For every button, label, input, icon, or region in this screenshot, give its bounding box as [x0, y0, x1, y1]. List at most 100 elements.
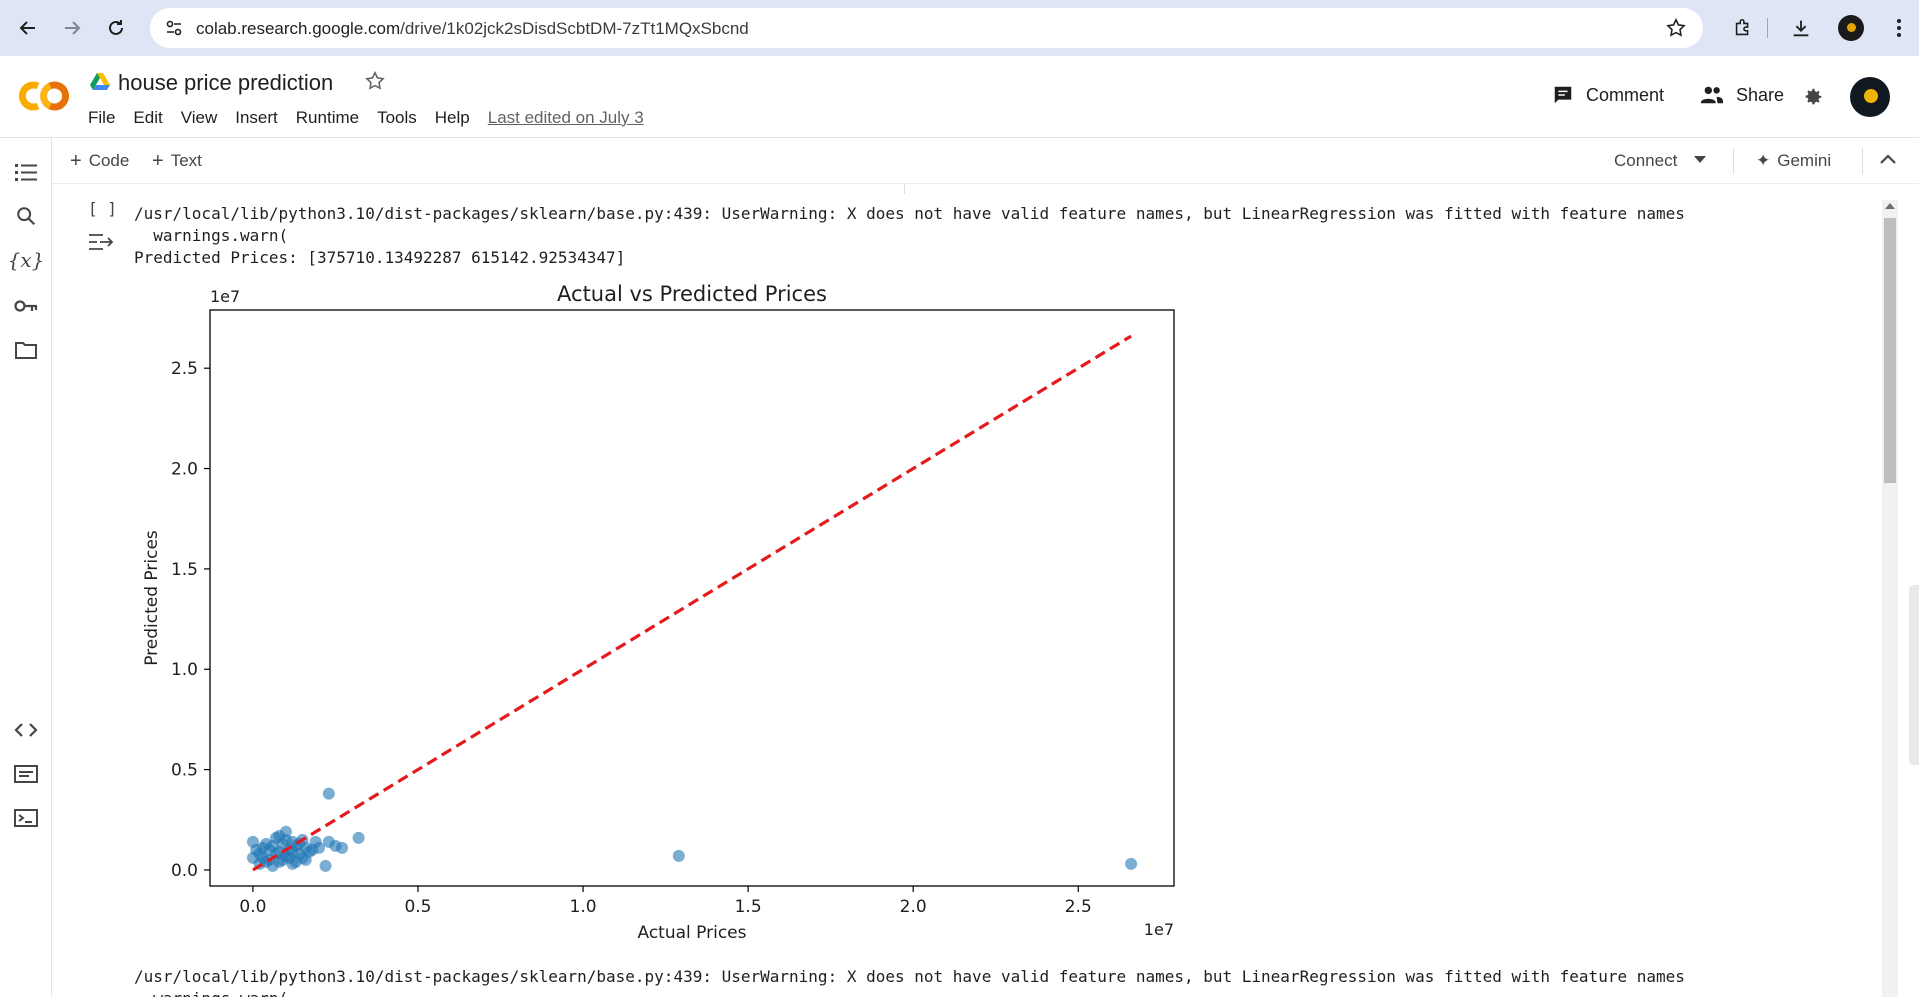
- extensions-button[interactable]: [1729, 14, 1757, 42]
- data-point: [319, 859, 332, 872]
- run-cell-indicator[interactable]: [ ]: [88, 199, 117, 218]
- menu-insert[interactable]: Insert: [235, 108, 278, 127]
- people-icon: [1700, 86, 1724, 104]
- reload-icon: [109, 20, 123, 35]
- bookmark-star-icon[interactable]: [1665, 17, 1687, 39]
- toc-button[interactable]: [12, 158, 40, 186]
- add-text-button[interactable]: + Text: [152, 151, 202, 171]
- connect-label: Connect: [1614, 151, 1678, 170]
- browser-toolbar: colab.research.google.com/drive/1k02jck2…: [0, 0, 1919, 56]
- plot-frame: [209, 309, 1175, 887]
- gemini-label: Gemini: [1777, 151, 1832, 170]
- terminal-button[interactable]: [12, 804, 40, 832]
- browser-profile-avatar[interactable]: [1838, 15, 1864, 41]
- side-panel-handle[interactable]: [1909, 585, 1919, 765]
- settings-gear-icon[interactable]: [1802, 86, 1824, 108]
- download-icon: [1793, 20, 1809, 37]
- secrets-button[interactable]: [12, 292, 40, 320]
- data-point: [1125, 857, 1138, 870]
- menu-help[interactable]: Help: [434, 108, 470, 127]
- comment-button[interactable]: Comment: [1552, 84, 1664, 106]
- colab-header: house price prediction File Edit View In…: [0, 56, 1919, 138]
- command-palette-icon: [14, 765, 38, 783]
- back-button[interactable]: [12, 12, 44, 44]
- url-host: colab.research.google.com: [196, 19, 401, 38]
- chart-title: Actual vs Predicted Prices: [557, 282, 827, 306]
- menu-tools[interactable]: Tools: [377, 108, 417, 127]
- menu-runtime[interactable]: Runtime: [295, 108, 360, 127]
- search-button[interactable]: [12, 202, 40, 230]
- menu-edit[interactable]: Edit: [133, 108, 163, 127]
- search-icon: [17, 207, 36, 226]
- key-icon: [14, 300, 38, 312]
- command-palette-button[interactable]: [12, 760, 40, 788]
- comment-label: Comment: [1586, 84, 1665, 105]
- downloads-button[interactable]: [1787, 14, 1815, 42]
- notebook-title[interactable]: house price prediction: [118, 70, 334, 95]
- data-point: [672, 849, 685, 862]
- comment-icon: [1554, 86, 1572, 104]
- gemini-button[interactable]: ✦ Gemini: [1756, 151, 1831, 171]
- share-button[interactable]: Share: [1700, 84, 1784, 106]
- google-drive-icon[interactable]: [90, 72, 110, 90]
- browser-menu-button[interactable]: [1885, 14, 1913, 42]
- scroll-up-arrow-icon[interactable]: [1885, 203, 1895, 209]
- x-tick-label: 1.0: [570, 897, 597, 917]
- menu-view[interactable]: View: [180, 108, 218, 127]
- variables-icon: {𝑥}: [7, 248, 45, 272]
- arrow-left-icon: [19, 21, 35, 35]
- y-tick-label: 1.0: [171, 660, 198, 680]
- plus-icon: +: [152, 150, 164, 172]
- files-button[interactable]: [12, 336, 40, 364]
- data-point: [260, 837, 273, 850]
- site-info-icon[interactable]: [164, 18, 184, 38]
- plus-icon: +: [70, 150, 82, 172]
- terminal-icon: [14, 809, 38, 827]
- reload-button[interactable]: [100, 12, 132, 44]
- collapse-header-button[interactable]: [1880, 154, 1896, 164]
- add-code-button[interactable]: + Code: [70, 151, 129, 171]
- url-text: colab.research.google.com/drive/1k02jck2…: [196, 19, 749, 39]
- menu-bar: File Edit View Insert Runtime Tools Help…: [88, 108, 662, 128]
- x-tick-label: 1.5: [735, 897, 762, 917]
- address-bar[interactable]: colab.research.google.com/drive/1k02jck2…: [150, 8, 1703, 48]
- y-tick-label: 2.5: [171, 359, 198, 379]
- connect-dropdown[interactable]: [1694, 156, 1706, 164]
- connect-button[interactable]: Connect: [1614, 151, 1677, 171]
- last-edited-link[interactable]: Last edited on July 3: [487, 108, 644, 127]
- x-tick-label: 0.5: [404, 897, 431, 917]
- code-snippets-button[interactable]: [12, 716, 40, 744]
- add-text-label: Text: [170, 151, 202, 170]
- x-tick-label: 2.0: [900, 897, 927, 917]
- output-actions-icon[interactable]: [88, 232, 114, 252]
- toolbar-divider: [1733, 148, 1734, 174]
- star-notebook-icon[interactable]: [364, 70, 386, 92]
- toolbar-divider: [1767, 18, 1768, 38]
- forward-button[interactable]: [56, 12, 88, 44]
- ideal-fit-line: [252, 334, 1132, 872]
- output-warning-line-2: /usr/local/lib/python3.10/dist-packages/…: [134, 967, 1685, 986]
- x-tick-label: 2.5: [1065, 897, 1092, 917]
- y-tick-label: 1.5: [171, 560, 198, 580]
- variables-button[interactable]: {𝑥}: [8, 246, 45, 274]
- data-point: [266, 859, 279, 872]
- data-point: [336, 841, 349, 854]
- scrollbar-thumb[interactable]: [1884, 218, 1896, 483]
- menu-file[interactable]: File: [88, 108, 116, 127]
- left-sidebar: {𝑥}: [0, 138, 52, 997]
- code-brackets-icon: [14, 723, 38, 737]
- data-point: [273, 829, 286, 842]
- colab-logo-icon[interactable]: [16, 78, 72, 114]
- notebook-toolbar: + Code + Text Connect ✦ Gemini: [52, 138, 1919, 184]
- cell-divider: [904, 184, 905, 194]
- account-avatar[interactable]: [1850, 77, 1890, 117]
- data-point: [299, 853, 312, 866]
- sparkle-icon: ✦: [1756, 151, 1771, 170]
- x-offset-label: 1e7: [1144, 920, 1174, 939]
- y-tick-label: 2.0: [171, 460, 198, 480]
- output-predicted-prices: Predicted Prices: [375710.13492287 61514…: [134, 248, 626, 267]
- folder-icon: [15, 342, 37, 359]
- output-warning-line: /usr/local/lib/python3.10/dist-packages/…: [134, 204, 1685, 223]
- toolbar-divider: [1862, 148, 1863, 174]
- more-vert-icon: [1897, 19, 1901, 37]
